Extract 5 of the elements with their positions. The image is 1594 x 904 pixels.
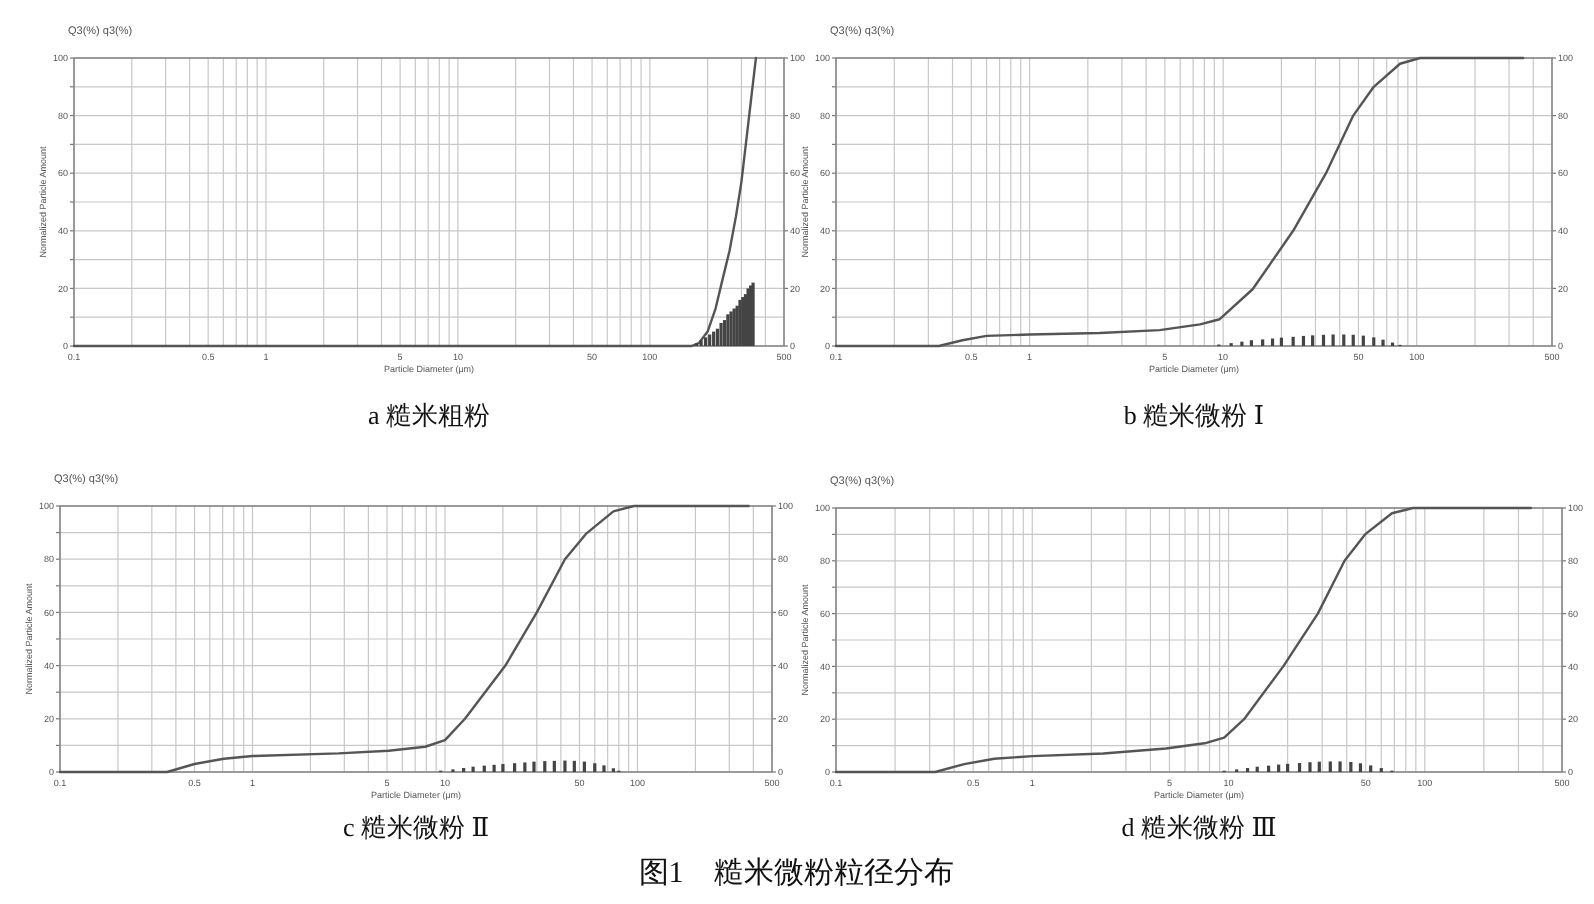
text: c 糙米微粉 Ⅱ bbox=[342, 812, 490, 842]
text: 图1 糙米微粉粒径分布 bbox=[638, 856, 954, 890]
text: a 糙米粗粉 bbox=[367, 400, 491, 430]
text: b 糙米微粉 Ⅰ bbox=[1123, 400, 1265, 430]
text: d 糙米微粉 Ⅲ bbox=[1121, 812, 1277, 842]
